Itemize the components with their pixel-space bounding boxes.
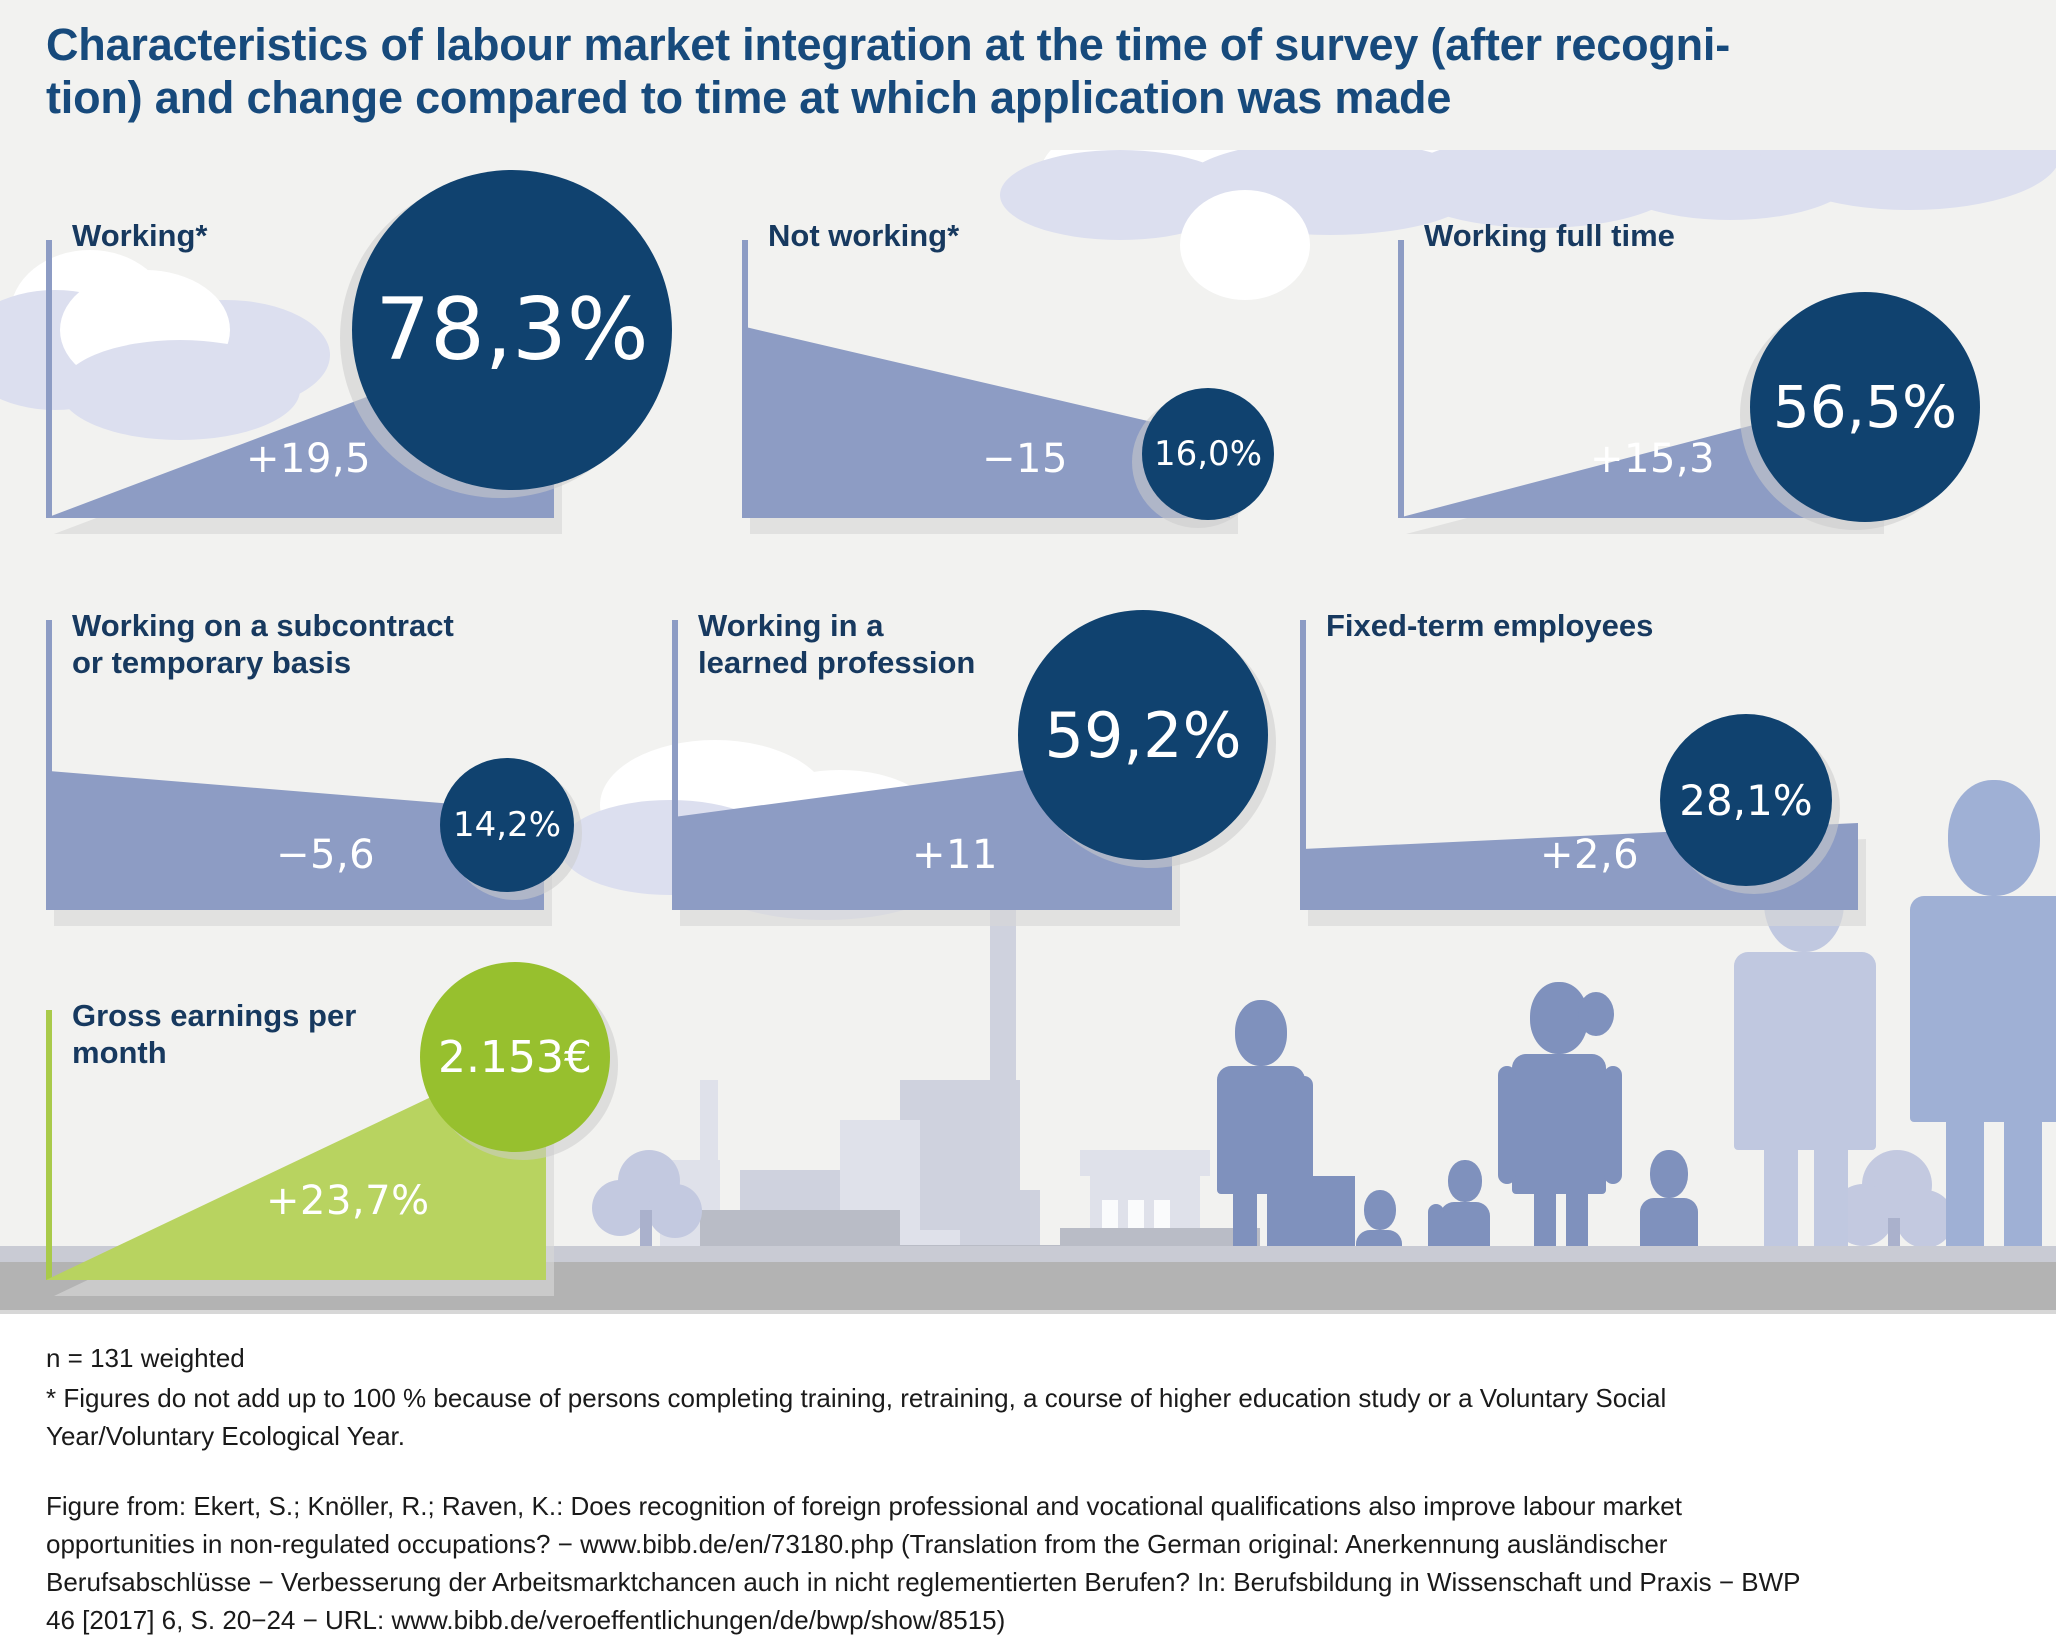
panel-delta-value: +23,7% (266, 1178, 430, 1224)
bubble-value-text: 78,3% (375, 280, 649, 380)
panel-axis-line (46, 1010, 52, 1280)
value-bubble-fixed-term[interactable]: 28,1% (1660, 714, 1832, 886)
panel-delta-value: +19,5 (246, 436, 372, 482)
bubble-value-text: 59,2% (1044, 698, 1242, 772)
person-figure-foreground-largest (1900, 780, 2056, 1300)
bubble-value-text: 56,5% (1772, 373, 1958, 441)
window-shape (1102, 1200, 1118, 1236)
panel-label: Not working* (768, 218, 960, 253)
panel-label: Working* (72, 218, 208, 253)
footer-source-line-2: opportunities in non-regulated occupatio… (46, 1529, 1668, 1559)
tree-foliage (1896, 1190, 1954, 1248)
page-title-line-2: tion) and change compared to time at whi… (46, 72, 1452, 124)
panel-delta-value: +11 (912, 832, 998, 878)
bubble-value-text: 16,0% (1153, 434, 1262, 474)
cloud-shape (1180, 190, 1310, 300)
panel-label: Working full time (1424, 218, 1675, 253)
value-bubble-not-working[interactable]: 16,0% (1142, 388, 1274, 520)
tree-foliage (648, 1184, 702, 1238)
window-shape (1128, 1200, 1144, 1236)
panel-delta-value: −5,6 (276, 832, 376, 878)
panel-axis-line (1300, 620, 1306, 910)
footer-source-line-1: Figure from: Ekert, S.; Knöller, R.; Rav… (46, 1491, 1682, 1521)
panel-label: Working on a subcontract or temporary ba… (72, 608, 454, 680)
value-bubble-learned-profession[interactable]: 59,2% (1018, 610, 1268, 860)
factory-shape (900, 1080, 1020, 1230)
footer-source-line-4: 46 [2017] 6, S. 20−24 − URL: www.bibb.de… (46, 1605, 1006, 1635)
person-figure-woman (1498, 982, 1622, 1302)
bubble-value-text: 28,1% (1679, 775, 1813, 825)
footer-divider (0, 1310, 2056, 1314)
cloud-shape (60, 340, 300, 440)
panel-axis-line (46, 620, 52, 910)
value-bubble-gross-earnings[interactable]: 2.153€ (420, 962, 610, 1152)
value-bubble-working-full-time[interactable]: 56,5% (1750, 292, 1980, 522)
panel-delta-value: −15 (982, 436, 1068, 482)
bubble-value-text: 14,2% (452, 805, 561, 845)
panel-axis-line (672, 620, 678, 910)
footer-asterisk-note-line-1: * Figures do not add up to 100 % because… (46, 1383, 1667, 1413)
panel-axis-line (46, 240, 52, 518)
ponytail-shape (1578, 992, 1614, 1036)
panel-delta-value: +15,3 (1590, 436, 1716, 482)
panel-label: Working in a learned profession (698, 608, 976, 680)
footer-asterisk-note-line-2: Year/Voluntary Ecological Year. (46, 1421, 405, 1451)
bubble-value-text: 2.153€ (438, 1031, 592, 1083)
page-title: Characteristics of labour market integra… (46, 18, 1946, 124)
footer-notes: n = 131 weighted * Figures do not add up… (0, 1310, 2056, 1648)
footer-n-note: n = 131 weighted (46, 1343, 245, 1373)
panel-label: Fixed-term employees (1326, 608, 1654, 643)
panel-label: Gross earnings per month (72, 998, 357, 1070)
page-title-line-1: Characteristics of labour market integra… (46, 19, 1731, 70)
tree-foliage (592, 1180, 648, 1236)
panel-axis-line (1398, 240, 1404, 518)
footer-source-line-3: Berufsabschlüsse − Verbesserung der Arbe… (46, 1567, 1801, 1597)
window-shape (1154, 1200, 1170, 1236)
value-bubble-subcontract[interactable]: 14,2% (440, 758, 574, 892)
panel-delta-value: +2,6 (1540, 832, 1640, 878)
value-bubble-working[interactable]: 78,3% (352, 170, 672, 490)
